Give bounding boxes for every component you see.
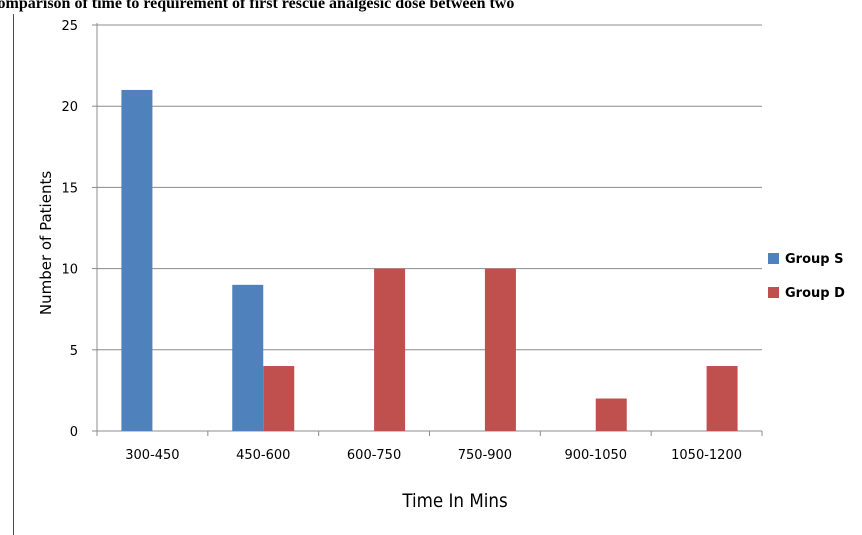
bar-group-d-600-750 — [374, 268, 406, 431]
legend-label-group-s: Group S — [785, 252, 843, 267]
bar-group-s-450-600 — [232, 284, 264, 431]
y-tick-label-0: 0 — [70, 425, 78, 440]
legend-swatch-group-s — [768, 253, 779, 264]
chart-title: Comparison of time to requirement of fir… — [0, 0, 515, 12]
x-tick-label-600-750: 600-750 — [347, 448, 401, 463]
x-tick-label-1050-1200: 1050-1200 — [671, 448, 742, 463]
y-tick-label-10: 10 — [61, 263, 78, 278]
y-tick-label-20: 20 — [61, 100, 78, 115]
x-tick-label-450-600: 450-600 — [236, 448, 290, 463]
bar-group-d-900-1050 — [595, 398, 627, 431]
legend-label-group-d: Group D — [785, 286, 845, 301]
chart-frame — [13, 14, 862, 535]
y-tick-label-5: 5 — [70, 344, 78, 359]
x-tick-label-900-1050: 900-1050 — [564, 448, 627, 463]
y-tick-label-25: 25 — [61, 19, 78, 34]
x-tick-label-750-900: 750-900 — [458, 448, 512, 463]
bar-group-d-1050-1200 — [706, 366, 738, 431]
y-tick-label-15: 15 — [61, 181, 78, 196]
legend-swatch-group-d — [768, 287, 779, 298]
bar-group-s-300-450 — [121, 89, 153, 432]
bar-group-d-450-600 — [263, 366, 295, 431]
bar-group-d-750-900 — [484, 268, 516, 431]
x-tick-label-300-450: 300-450 — [125, 448, 179, 463]
y-axis-title: Number of Patients — [37, 171, 55, 315]
x-axis-title: Time In Mins — [401, 490, 507, 512]
